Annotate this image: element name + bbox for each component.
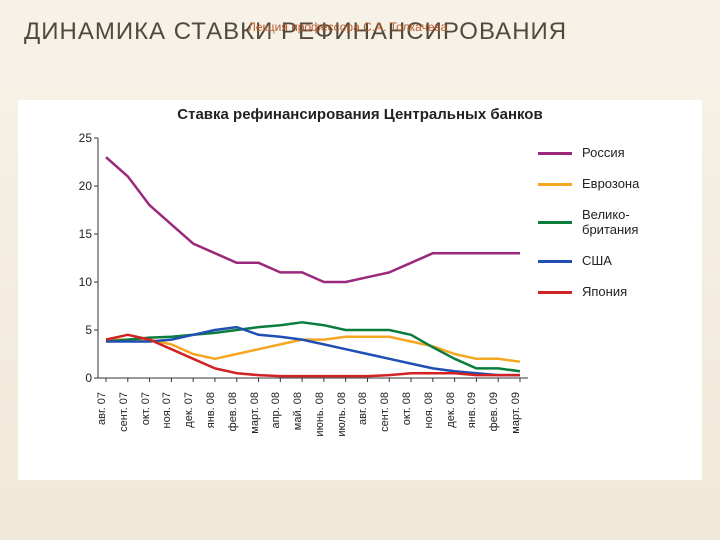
- legend-item: Россия: [538, 146, 688, 161]
- y-tick-label: 15: [79, 227, 92, 241]
- series-line: [106, 327, 520, 375]
- x-tick-label: июнь. 08: [314, 392, 326, 437]
- x-tick-label: янв. 08: [205, 392, 217, 428]
- x-tick-label: ноя. 08: [423, 392, 435, 429]
- legend-item: Еврозона: [538, 177, 688, 192]
- x-tick-label: апр. 08: [270, 392, 282, 429]
- x-tick-label: фев. 08: [227, 392, 239, 431]
- chart-title: Ставка рефинансирования Центральных банк…: [18, 100, 702, 123]
- legend-swatch: [538, 152, 572, 155]
- x-tick-label: сент. 08: [379, 392, 391, 432]
- y-tick-label: 5: [85, 323, 92, 337]
- legend-item: Велико- британия: [538, 208, 688, 238]
- legend-item: Япония: [538, 285, 688, 300]
- x-tick-label: авг. 08: [357, 392, 369, 425]
- legend-item: США: [538, 254, 688, 269]
- y-tick-label: 0: [85, 371, 92, 385]
- x-tick-label: ноя. 07: [161, 392, 173, 429]
- legend-label: Велико- британия: [582, 208, 688, 238]
- x-tick-label: окт. 08: [401, 392, 413, 425]
- legend: Россия Еврозона Велико- британия США Япония: [538, 146, 688, 316]
- legend-label: Япония: [582, 285, 627, 300]
- legend-swatch: [538, 221, 572, 224]
- x-tick-label: фев. 09: [488, 392, 500, 431]
- x-tick-label: дек. 07: [183, 392, 195, 428]
- series-line: [106, 157, 520, 282]
- legend-label: Россия: [582, 146, 625, 161]
- x-tick-label: дек. 08: [445, 392, 457, 428]
- legend-swatch: [538, 183, 572, 186]
- chart-svg: [98, 138, 528, 378]
- legend-label: США: [582, 254, 612, 269]
- slide-attribution: Лекция профессора С.А. Толкачева: [248, 20, 447, 34]
- x-tick-label: май. 08: [292, 392, 304, 430]
- y-tick-label: 20: [79, 179, 92, 193]
- x-tick-label: март. 09: [510, 392, 522, 434]
- legend-swatch: [538, 260, 572, 263]
- x-tick-label: сент. 07: [118, 392, 130, 432]
- legend-label: Еврозона: [582, 177, 639, 192]
- x-tick-label: янв. 09: [466, 392, 478, 428]
- y-tick-label: 10: [79, 275, 92, 289]
- x-tick-label: июль. 08: [336, 392, 348, 437]
- plot-area: 0510152025: [98, 138, 528, 378]
- x-axis-labels: авг. 07 сент. 07 окт. 07 ноя. 07 дек. 07 янв.…: [98, 382, 528, 472]
- x-tick-label: март. 08: [249, 392, 261, 434]
- y-tick-label: 25: [79, 131, 92, 145]
- chart-container: Ставка рефинансирования Центральных банк…: [18, 100, 702, 480]
- legend-swatch: [538, 291, 572, 294]
- x-tick-label: окт. 07: [140, 392, 152, 425]
- x-tick-label: авг. 07: [96, 392, 108, 425]
